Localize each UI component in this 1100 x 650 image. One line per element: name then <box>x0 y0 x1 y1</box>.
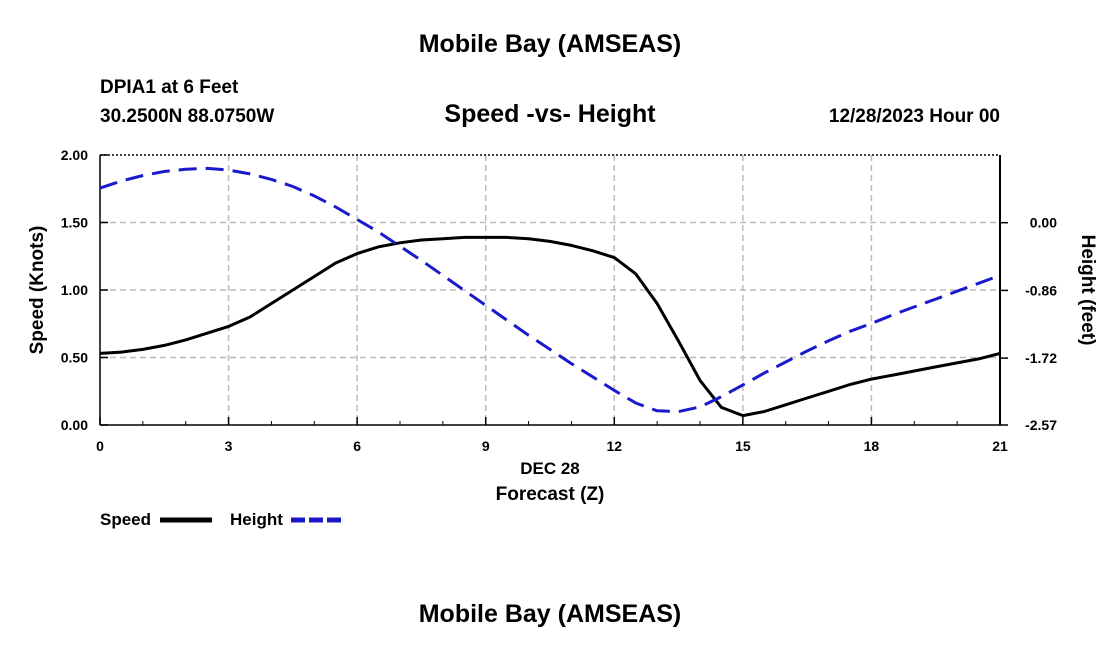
grid <box>100 155 1000 425</box>
forecast-datetime: 12/28/2023 Hour 00 <box>828 106 1000 127</box>
y2-tick-label: 0.00 <box>1030 215 1057 231</box>
x-tick-label: 21 <box>992 438 1008 454</box>
legend: Speed Height <box>100 510 343 529</box>
series-line-speed <box>99 235 1001 418</box>
x-tick-label: 0 <box>96 438 104 454</box>
axes <box>99 154 1008 426</box>
station-label: DPIA1 at 6 Feet <box>100 77 239 98</box>
y-axis-label-right: Height (feet) <box>1077 235 1098 346</box>
page-title: Mobile Bay (AMSEAS) <box>418 30 682 58</box>
x-tick-label: 9 <box>482 438 490 454</box>
series <box>99 166 1001 418</box>
footer-title: Mobile Bay (AMSEAS) <box>418 600 682 628</box>
series-line-height <box>99 166 1001 414</box>
x-axis-label: Forecast (Z) <box>496 484 605 505</box>
x-tick-label: 18 <box>864 438 880 454</box>
y-tick-label: 2.00 <box>61 147 88 163</box>
x-tick-label: 3 <box>225 438 233 454</box>
tick-labels: 0 3 6 9 12 15 18 21 0.00 0.50 1.00 1.50 2.00 -2.57 -1.… <box>61 147 1057 454</box>
legend-label-height: Height <box>230 510 283 529</box>
y-tick-label: 0.00 <box>61 417 88 433</box>
y-tick-label: 0.50 <box>61 350 88 366</box>
y-tick-label: 1.50 <box>61 215 88 231</box>
x-tick-label: 6 <box>353 438 361 454</box>
x-axis-date-label: DEC 28 <box>520 459 580 478</box>
y2-tick-label: -2.57 <box>1025 417 1057 433</box>
y2-tick-label: -1.72 <box>1025 350 1057 366</box>
axis-labels: DEC 28 Forecast (Z) Speed (Knots) Height… <box>27 226 1098 505</box>
x-tick-label: 15 <box>735 438 751 454</box>
y-tick-label: 1.00 <box>61 282 88 298</box>
station-coordinates: 30.2500N 88.0750W <box>100 106 275 127</box>
y2-tick-label: -0.86 <box>1025 282 1057 298</box>
y-axis-label-left: Speed (Knots) <box>27 226 48 355</box>
chart-title: Speed -vs- Height <box>444 100 656 128</box>
legend-label-speed: Speed <box>100 510 151 529</box>
speed-height-chart: 0 3 6 9 12 15 18 21 0.00 0.50 1.00 1.50 2.00 -2.57 -1.… <box>27 147 1098 529</box>
x-tick-label: 12 <box>606 438 622 454</box>
